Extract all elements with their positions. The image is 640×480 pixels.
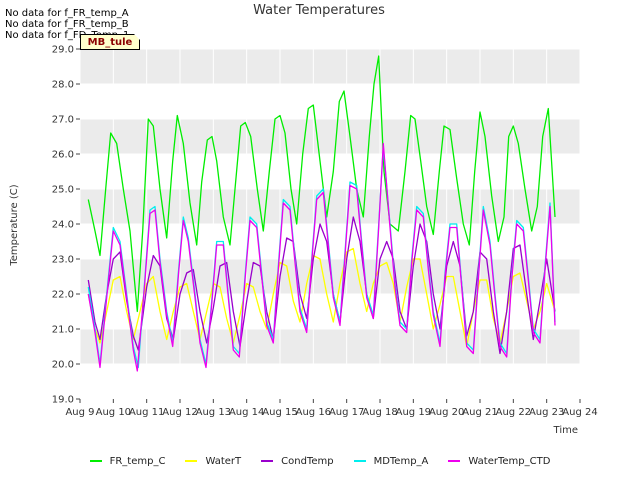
x-tick-label: Aug 21 — [462, 407, 497, 418]
y-tick-label: 20.0 — [52, 360, 74, 371]
y-axis-label: Temperature (C) — [9, 184, 20, 266]
band-stripe — [80, 119, 580, 154]
x-tick-label: Aug 11 — [129, 407, 164, 418]
no-data-message-3: No data for f_FD_Temp_1 — [5, 30, 130, 41]
legend-swatch — [185, 460, 198, 462]
y-tick-label: 26.0 — [52, 150, 74, 161]
legend-item: MDTemp_A — [353, 455, 429, 467]
x-tick-label: Aug 12 — [162, 407, 197, 418]
legend-item: WaterTemp_CTD — [448, 456, 550, 467]
legend-swatch — [448, 460, 461, 462]
legend-swatch — [89, 460, 102, 462]
x-tick-label: Aug 19 — [396, 407, 431, 418]
x-tick-label: Aug 23 — [529, 407, 564, 418]
legend-swatch — [353, 460, 366, 462]
legend-swatch — [261, 460, 274, 462]
x-tick-label: Aug 10 — [96, 407, 131, 418]
x-axis-label: Time — [553, 425, 578, 436]
y-tick-label: 23.0 — [52, 255, 74, 266]
x-tick-label: Aug 17 — [329, 407, 364, 418]
y-tick-label: 27.0 — [52, 115, 74, 126]
y-tick-label: 24.0 — [52, 220, 74, 231]
x-tick-label: Aug 14 — [229, 407, 264, 418]
legend: FR_temp_C WaterT CondTemp MDTemp_A WaterTemp… — [0, 453, 640, 469]
y-tick-label: 29.0 — [52, 45, 74, 56]
band-stripe — [80, 49, 580, 84]
site-label-badge: MB_tule — [80, 34, 140, 50]
legend-label: MDTemp_A — [373, 455, 429, 467]
site-label: MB_tule — [87, 37, 133, 48]
x-tick-label: Aug 13 — [196, 407, 231, 418]
no-data-message-2: No data for f_FR_temp_B — [5, 19, 129, 30]
chart-title: Water Temperatures — [253, 3, 385, 18]
x-tick-label: Aug 22 — [496, 407, 531, 418]
x-tick-label: Aug 16 — [296, 407, 331, 418]
y-tick-label: 25.0 — [52, 185, 74, 196]
band-stripe — [80, 329, 580, 364]
x-tick-label: Aug 9 — [65, 407, 94, 418]
legend-label: WaterTemp_CTD — [468, 455, 551, 467]
legend-item: WaterT — [185, 456, 241, 467]
y-tick-label: 28.0 — [52, 80, 74, 91]
series-layer — [87, 55, 556, 372]
x-tick-label: Aug 20 — [429, 407, 464, 418]
y-tick-label: 21.0 — [52, 325, 74, 336]
series-line-fr-temp-c — [87, 55, 556, 313]
series-line-watert — [87, 247, 556, 348]
x-tick-label: Aug 18 — [362, 407, 397, 418]
x-tick-label: Aug 24 — [562, 407, 597, 418]
legend-item: FR_temp_C — [89, 455, 166, 467]
x-tick-label: Aug 15 — [262, 407, 297, 418]
no-data-message-1: No data for f_FR_temp_A — [5, 8, 129, 19]
y-tick-label: 22.0 — [52, 290, 74, 301]
legend-label: CondTemp — [281, 455, 334, 467]
legend-label: WaterT — [205, 455, 242, 467]
legend-item: CondTemp — [261, 455, 334, 467]
y-tick-label: 19.0 — [52, 395, 74, 406]
series-line-watertemp-ctd — [87, 142, 556, 372]
y-axis-ticks: 19.0 20.0 21.0 22.0 23.0 24.0 25.0 26.0 27.0 28.0… — [52, 45, 80, 406]
legend-label: FR_temp_C — [109, 455, 166, 467]
